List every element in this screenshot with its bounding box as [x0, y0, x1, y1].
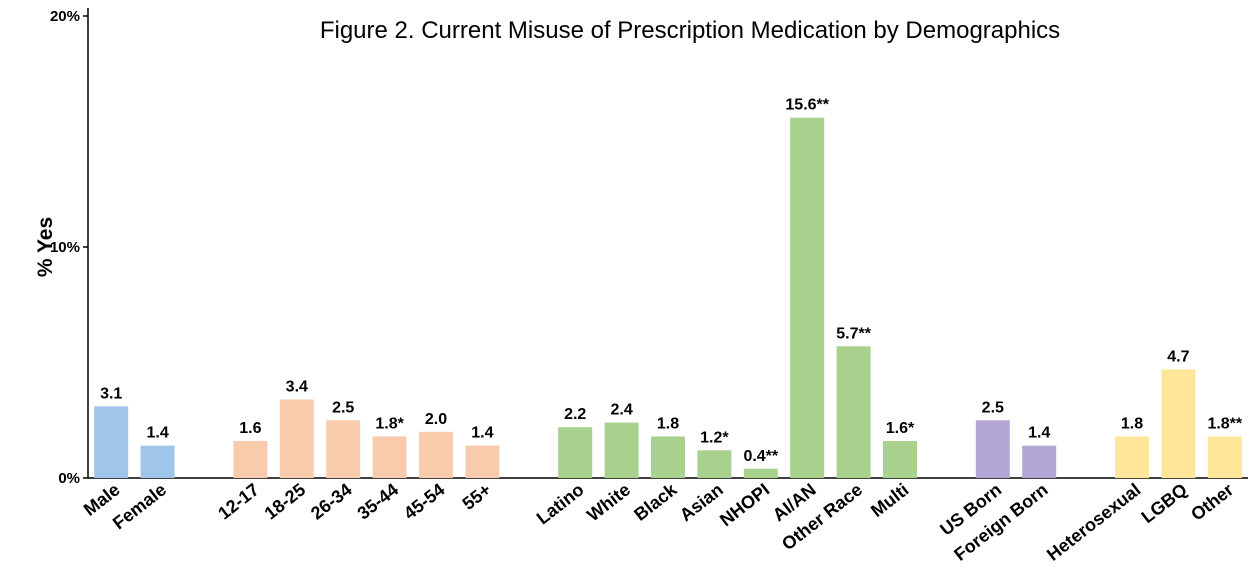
- value-label: 1.8: [657, 415, 679, 432]
- bar: [140, 445, 175, 478]
- bar: [326, 420, 361, 478]
- value-label: 4.7: [1167, 348, 1189, 365]
- value-label: 15.6**: [785, 97, 829, 114]
- value-label: 1.8*: [375, 415, 404, 432]
- value-label: 5.7**: [836, 325, 871, 342]
- value-label: 1.4: [471, 425, 493, 442]
- x-tick-label: 26-34: [307, 479, 356, 523]
- value-label: 1.6*: [886, 420, 915, 437]
- x-tick-label: Female: [109, 479, 170, 533]
- value-label: 3.1: [100, 385, 122, 402]
- bar: [465, 445, 500, 478]
- x-tick-label: Black: [630, 479, 681, 525]
- value-label: 2.2: [564, 406, 586, 423]
- bar: [790, 117, 825, 478]
- x-tick-label: Latino: [533, 479, 588, 528]
- bar: [604, 422, 639, 478]
- x-tick-label: LGBQ: [1138, 479, 1191, 527]
- bar: [1022, 445, 1057, 478]
- value-label: 2.4: [610, 402, 632, 419]
- x-tick-label: NHOPI: [716, 479, 773, 530]
- x-tick-label: Other: [1187, 479, 1237, 524]
- x-tick-label: 12-17: [214, 479, 263, 523]
- bar: [1161, 369, 1196, 478]
- value-label: 2.0: [425, 411, 447, 428]
- bar: [1115, 436, 1149, 478]
- bar: [697, 450, 732, 478]
- bar: [836, 346, 871, 478]
- x-tick-label: 45-54: [400, 479, 449, 523]
- x-tick-label: Heterosexual: [1043, 479, 1144, 564]
- bar: [651, 436, 685, 478]
- bar: [419, 431, 453, 478]
- value-label: 1.4: [146, 425, 168, 442]
- bar: [743, 468, 778, 478]
- value-label: 0.4**: [743, 448, 778, 465]
- x-tick-label: 18-25: [261, 479, 310, 523]
- x-tick-label: 35-44: [353, 479, 402, 523]
- x-tick-label: 55+: [458, 479, 494, 514]
- value-label: 2.5: [982, 399, 1004, 416]
- value-label: 1.6: [239, 420, 261, 437]
- y-tick-label: 20%: [50, 8, 80, 25]
- value-label: 1.4: [1028, 425, 1050, 442]
- bar: [975, 420, 1010, 478]
- bar: [94, 406, 129, 478]
- bar: [233, 441, 268, 478]
- bar: [558, 427, 593, 478]
- x-tick-label: Multi: [867, 479, 912, 521]
- chart-title: Figure 2. Current Misuse of Prescription…: [320, 17, 1060, 44]
- y-tick-label: 10%: [50, 239, 80, 256]
- value-label: 1.8: [1121, 415, 1143, 432]
- y-tick-label: 0%: [58, 470, 80, 487]
- bar: [372, 436, 407, 478]
- value-label: 1.2*: [700, 429, 729, 446]
- bar: [1207, 436, 1242, 478]
- x-tick-label: White: [583, 479, 634, 525]
- value-label: 1.8**: [1207, 415, 1242, 432]
- bar: [279, 399, 314, 478]
- bar: [883, 441, 917, 478]
- value-label: 3.4: [286, 378, 308, 395]
- y-axis-label: % Yes: [34, 217, 57, 277]
- value-label: 2.5: [332, 399, 354, 416]
